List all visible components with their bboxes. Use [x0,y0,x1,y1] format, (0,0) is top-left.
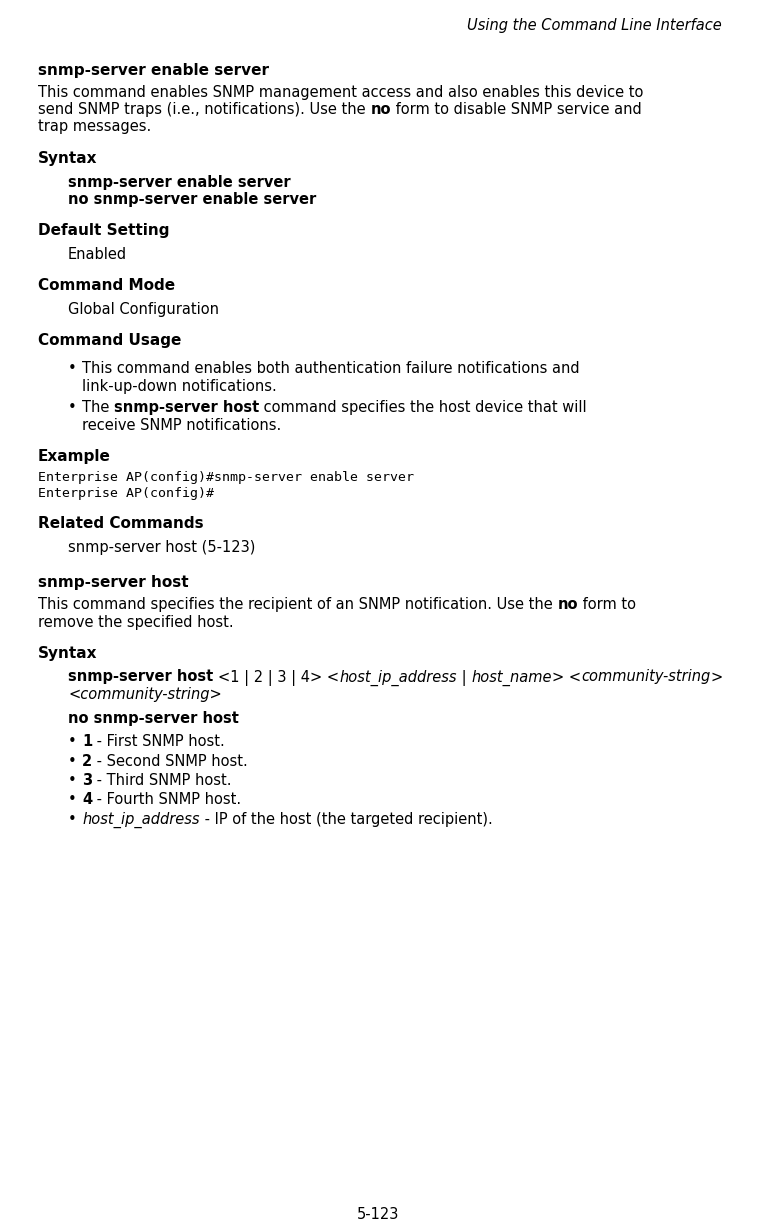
Text: - Fourth SNMP host.: - Fourth SNMP host. [92,793,241,807]
Text: Default Setting: Default Setting [38,224,170,238]
Text: no: no [370,102,391,117]
Text: - Third SNMP host.: - Third SNMP host. [92,773,232,788]
Text: no snmp-server host: no snmp-server host [68,710,239,725]
Text: •: • [68,812,76,827]
Text: remove the specified host.: remove the specified host. [38,614,234,629]
Text: <community-string>: <community-string> [68,687,222,702]
Text: no snmp-server enable server: no snmp-server enable server [68,192,316,206]
Text: 1: 1 [82,734,92,748]
Text: Command Mode: Command Mode [38,279,175,294]
Text: •: • [68,734,76,748]
Text: •: • [68,399,76,415]
Text: Global Configuration: Global Configuration [68,302,219,317]
Text: This command enables both authentication failure notifications and: This command enables both authentication… [82,361,580,376]
Text: trap messages.: trap messages. [38,119,151,134]
Text: Example: Example [38,449,111,465]
Text: Enterprise AP(config)#: Enterprise AP(config)# [38,487,214,499]
Text: 2: 2 [82,753,92,768]
Text: host_ip_address: host_ip_address [339,670,457,686]
Text: community-string: community-string [581,670,710,685]
Text: no: no [557,597,578,612]
Text: <1 | 2 | 3 | 4> <: <1 | 2 | 3 | 4> < [218,670,339,686]
Text: - First SNMP host.: - First SNMP host. [92,734,225,748]
Text: |: | [457,670,472,686]
Text: - IP of the host (the targeted recipient).: - IP of the host (the targeted recipient… [200,812,492,827]
Text: 3: 3 [82,773,92,788]
Text: Using the Command Line Interface: Using the Command Line Interface [467,18,722,33]
Text: Enabled: Enabled [68,247,127,262]
Text: Enterprise AP(config)#snmp-server enable server: Enterprise AP(config)#snmp-server enable… [38,471,414,483]
Text: Related Commands: Related Commands [38,516,204,531]
Text: •: • [68,361,76,376]
Text: The: The [82,399,114,415]
Text: snmp-server enable server: snmp-server enable server [38,63,269,77]
Text: 4: 4 [82,793,92,807]
Text: snmp-server host: snmp-server host [38,575,188,590]
Text: form to: form to [578,597,636,612]
Text: •: • [68,773,76,788]
Text: snmp-server host: snmp-server host [68,670,218,685]
Text: command specifies the host device that will: command specifies the host device that w… [259,399,587,415]
Text: •: • [68,753,76,768]
Text: Syntax: Syntax [38,646,98,661]
Text: - Second SNMP host.: - Second SNMP host. [92,753,248,768]
Text: host_name: host_name [472,670,552,686]
Text: form to disable SNMP service and: form to disable SNMP service and [391,102,641,117]
Text: host_ip_address: host_ip_address [82,812,200,828]
Text: snmp-server host (5-123): snmp-server host (5-123) [68,540,255,556]
Text: This command enables SNMP management access and also enables this device to: This command enables SNMP management acc… [38,85,643,100]
Text: Syntax: Syntax [38,151,98,166]
Text: This command specifies the recipient of an SNMP notification. Use the: This command specifies the recipient of … [38,597,557,612]
Text: link-up-down notifications.: link-up-down notifications. [82,379,277,393]
Text: send SNMP traps (i.e., notifications). Use the: send SNMP traps (i.e., notifications). U… [38,102,370,117]
Text: receive SNMP notifications.: receive SNMP notifications. [82,418,282,433]
Text: snmp-server enable server: snmp-server enable server [68,175,291,189]
Text: > <: > < [552,670,581,685]
Text: 5-123: 5-123 [357,1207,400,1222]
Text: >: > [710,670,722,685]
Text: •: • [68,793,76,807]
Text: Command Usage: Command Usage [38,333,182,349]
Text: snmp-server host: snmp-server host [114,399,259,415]
